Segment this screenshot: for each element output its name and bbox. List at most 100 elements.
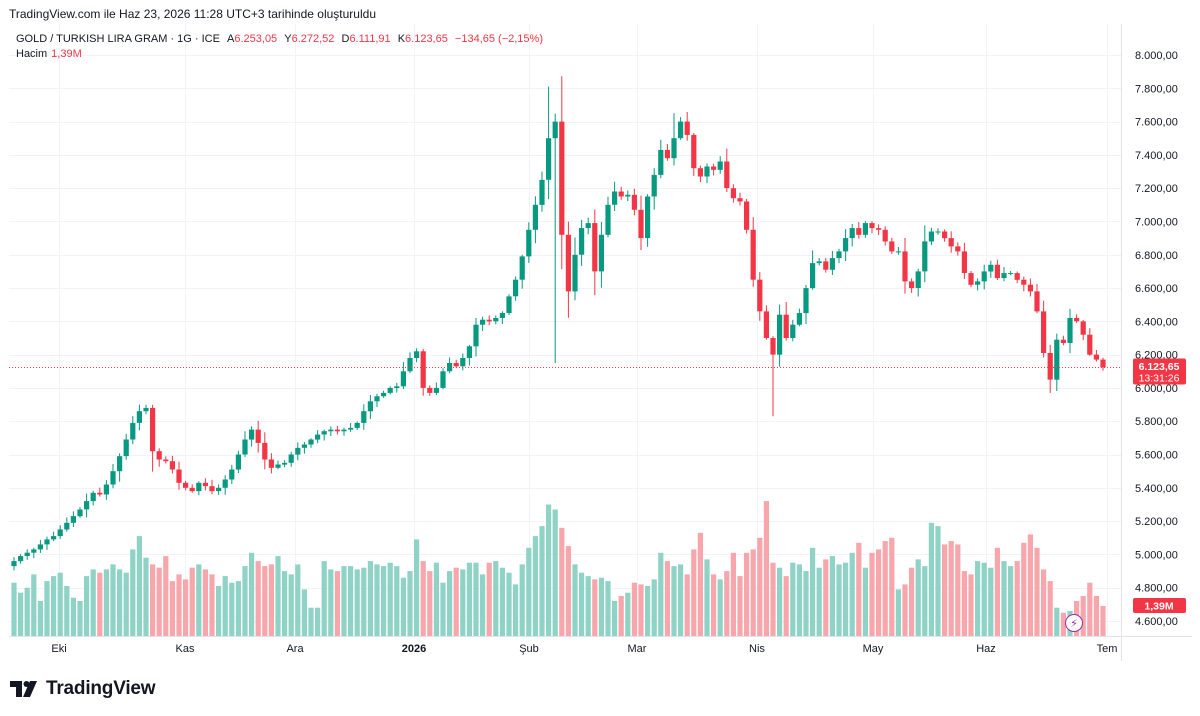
volume-bar xyxy=(222,576,228,636)
candle-body xyxy=(473,324,479,347)
candle-body xyxy=(546,138,552,180)
candle-body xyxy=(935,231,941,233)
volume-bar xyxy=(513,584,519,636)
volume-bar xyxy=(103,569,109,636)
volume-bar xyxy=(770,562,776,636)
candle-body xyxy=(961,251,967,273)
candle-body xyxy=(565,234,571,292)
candle-body xyxy=(440,371,446,388)
volume-bar xyxy=(466,562,472,636)
volume-bar xyxy=(895,589,901,636)
volume-bar xyxy=(539,526,545,636)
candle-body xyxy=(150,407,156,452)
volume-label[interactable]: Hacim xyxy=(16,48,48,60)
candle-body xyxy=(460,358,466,367)
candle xyxy=(823,257,829,273)
candle-body xyxy=(829,258,835,270)
volume-bar xyxy=(77,601,83,636)
candle-body xyxy=(1054,339,1060,380)
volume-bar xyxy=(176,574,182,636)
chart-area[interactable]: 8.000,00 7.800,00 7.600,00 7.400,00 7.200,00… xyxy=(9,24,1192,661)
volume-bar xyxy=(447,571,453,636)
candle-body xyxy=(183,482,189,488)
candle xyxy=(427,385,433,396)
candle xyxy=(31,547,37,559)
volume-bar xyxy=(1034,547,1040,636)
candle-body xyxy=(519,256,525,280)
price-tick-label: 5.600,00 xyxy=(1135,450,1178,462)
flash-icon[interactable]: ⚡ xyxy=(1065,614,1083,632)
volume-bar xyxy=(24,587,30,636)
candle xyxy=(420,348,426,396)
candle-body xyxy=(130,422,136,440)
candle-body xyxy=(117,456,123,472)
price-tick-label: 8.000,00 xyxy=(1135,50,1178,62)
low-value: 6.111,91 xyxy=(349,33,391,45)
candle xyxy=(288,451,294,467)
candle xyxy=(37,540,43,553)
volume-bar xyxy=(84,576,90,636)
candle-body xyxy=(480,319,486,325)
candle xyxy=(1021,276,1027,292)
volume-bar xyxy=(1080,596,1086,636)
candle xyxy=(961,242,967,279)
volume-bar xyxy=(810,547,816,636)
volume-bar xyxy=(156,567,162,636)
volume-bar xyxy=(909,567,915,636)
volume-bar xyxy=(1014,561,1020,636)
candle xyxy=(123,433,129,460)
volume-bar xyxy=(295,564,301,636)
symbol-label[interactable]: GOLD / TURKISH LIRA GRAM · 1G · ICE xyxy=(16,33,220,45)
time-tick-label: Mar xyxy=(628,643,647,655)
candle xyxy=(235,450,241,473)
candle xyxy=(130,416,136,445)
volume-bar xyxy=(651,579,657,636)
candle-body xyxy=(1001,273,1007,279)
volume-bar xyxy=(268,564,274,636)
candle xyxy=(876,224,882,235)
candle-body xyxy=(301,444,307,448)
candle xyxy=(354,421,360,430)
candle xyxy=(631,188,637,216)
volume-bar xyxy=(876,549,882,636)
candle xyxy=(552,113,558,363)
volume-bar xyxy=(658,552,664,637)
candle xyxy=(51,531,57,542)
candle xyxy=(849,224,855,247)
time-tick-label: Eki xyxy=(51,643,66,655)
candle-body xyxy=(684,121,690,135)
candle xyxy=(156,448,162,467)
candle xyxy=(394,382,400,393)
volume-bar xyxy=(882,541,888,636)
candle-body xyxy=(994,264,1000,279)
candle-body xyxy=(928,231,934,242)
candle-countdown: 13:31:26 xyxy=(1139,373,1180,385)
volume-bar xyxy=(678,564,684,636)
price-tick-label: 6.000,00 xyxy=(1135,383,1178,395)
volume-bar xyxy=(704,559,710,636)
candle-body xyxy=(202,482,208,487)
candle-body xyxy=(585,223,591,229)
candle-body xyxy=(453,363,459,367)
candle xyxy=(295,442,301,461)
candle-body xyxy=(156,451,162,460)
candlestick-chart[interactable]: 8.000,00 7.800,00 7.600,00 7.400,00 7.200,00… xyxy=(9,24,1192,661)
volume-bar xyxy=(816,567,822,636)
candle xyxy=(829,250,835,275)
price-tick-label: 7.600,00 xyxy=(1135,117,1178,129)
volume-bar xyxy=(64,586,70,636)
candle-body xyxy=(895,251,901,253)
volume-bar xyxy=(367,561,373,636)
close-key: K xyxy=(397,33,406,45)
volume-bar xyxy=(341,566,347,636)
candle-body xyxy=(84,501,90,510)
volume-bar xyxy=(645,586,651,636)
candle-body xyxy=(671,138,677,159)
candle-body xyxy=(810,263,816,289)
volume-bar xyxy=(361,567,367,636)
volume-bar xyxy=(711,574,717,636)
candle xyxy=(348,423,354,432)
candle-body xyxy=(790,324,796,338)
volume-bar xyxy=(31,574,37,636)
volume-bar xyxy=(381,566,387,636)
